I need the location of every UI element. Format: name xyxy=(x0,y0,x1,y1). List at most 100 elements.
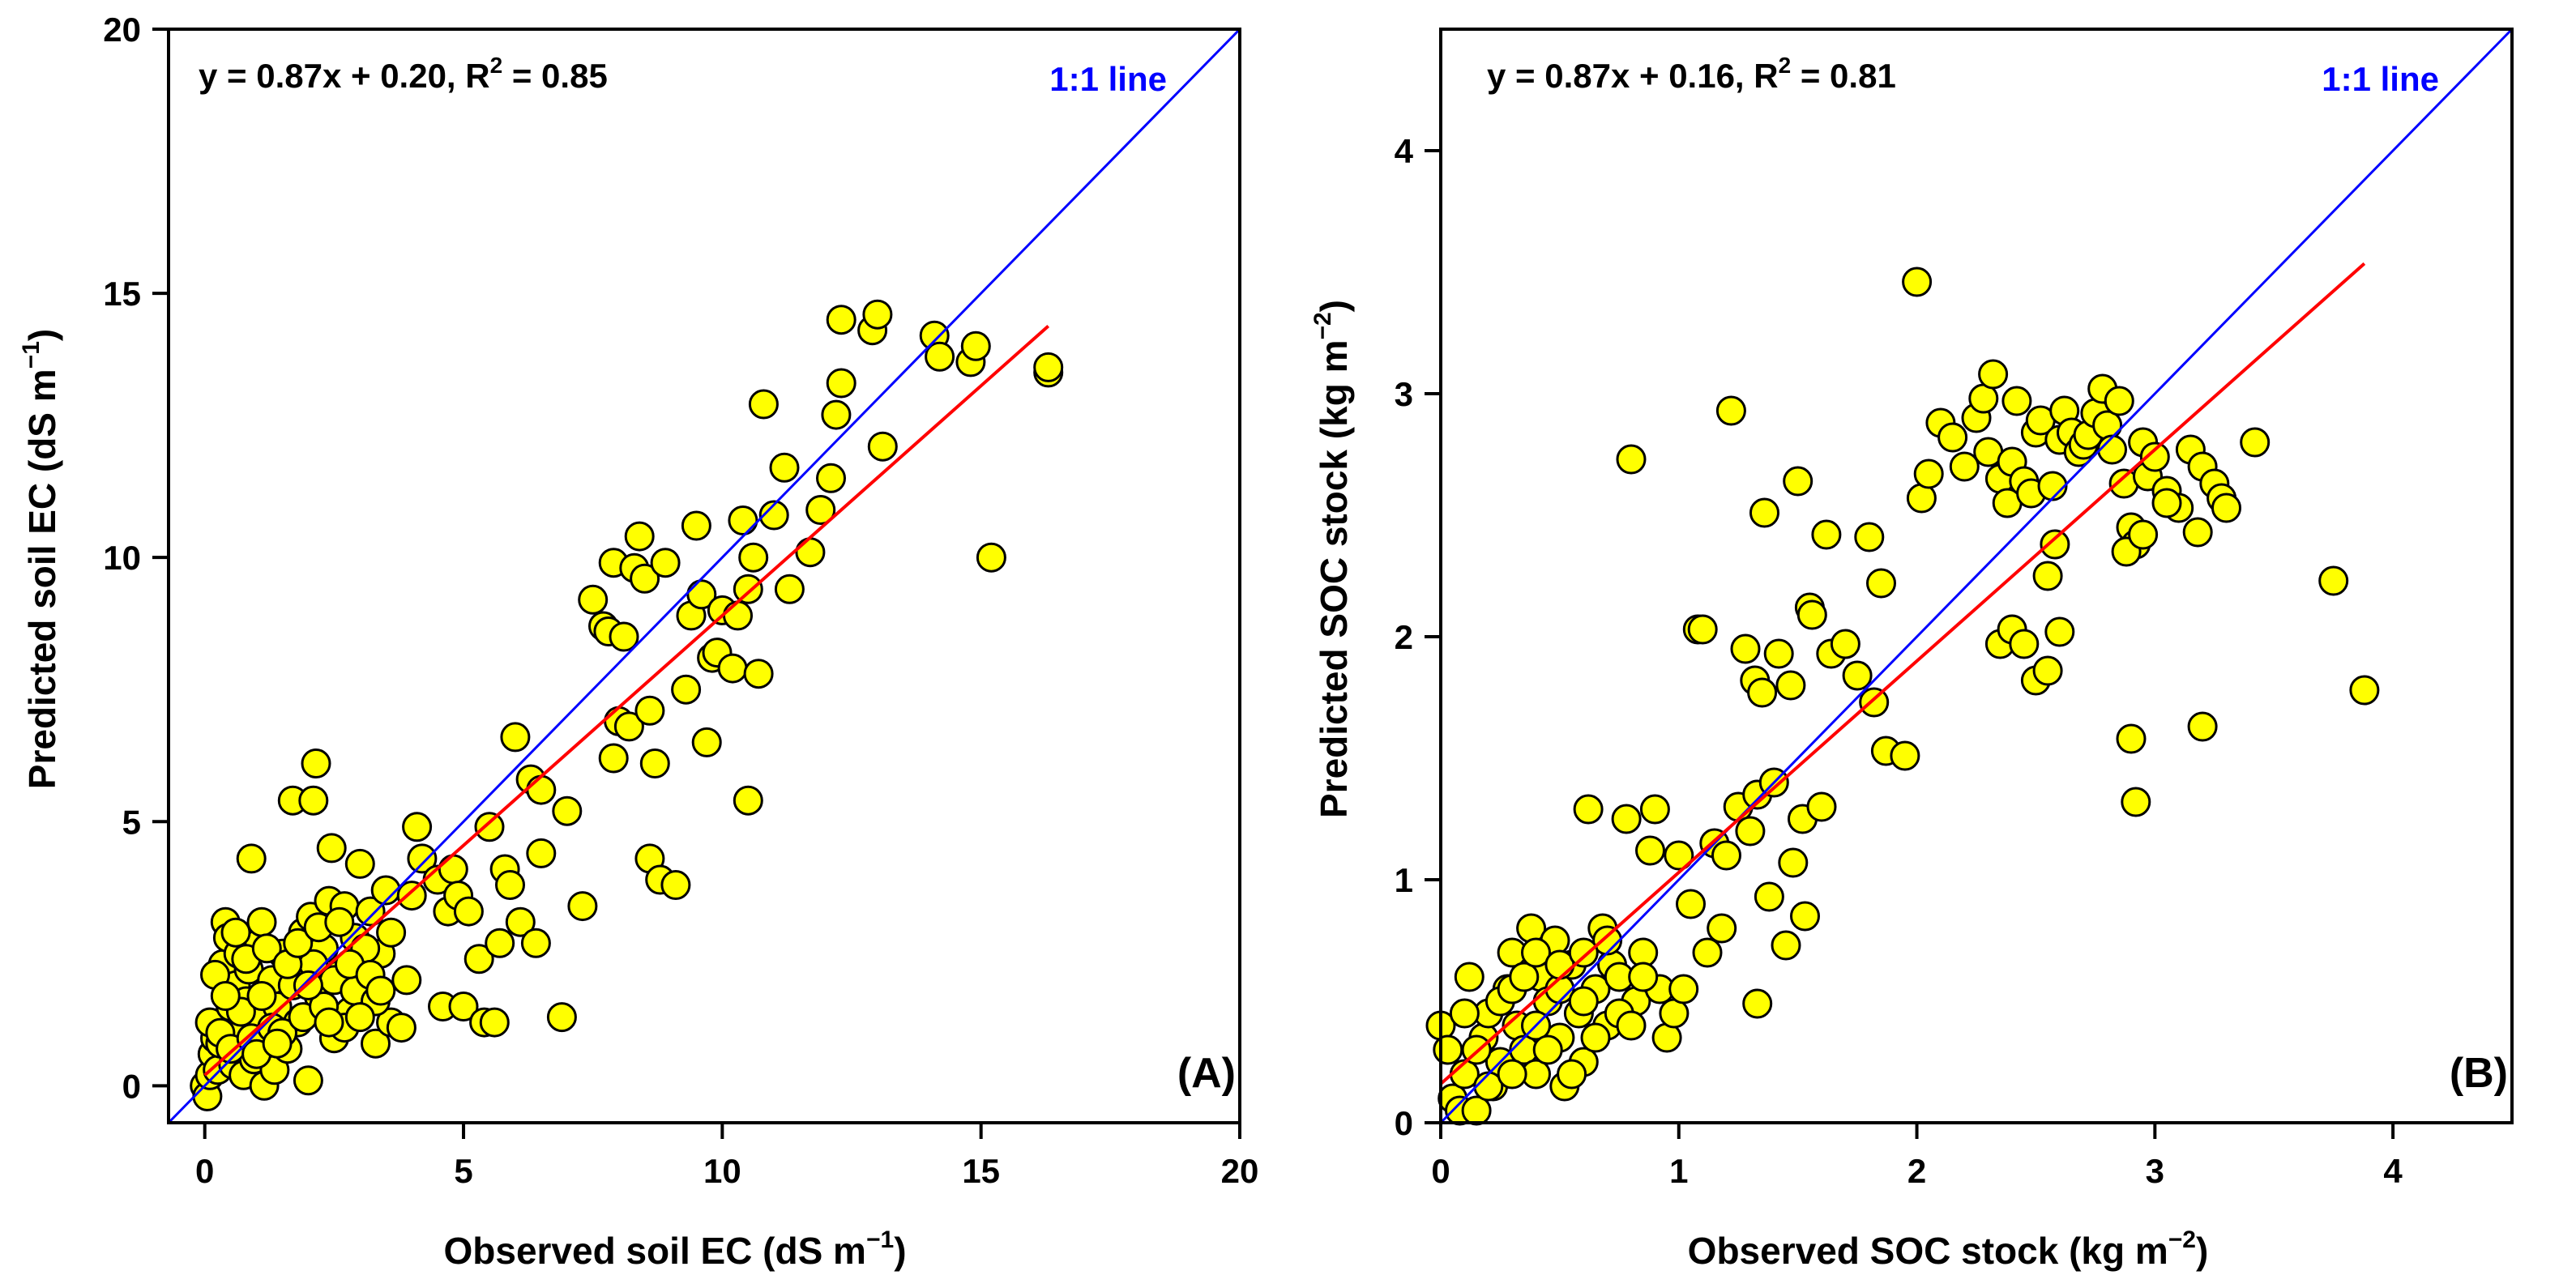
panel-b-point xyxy=(1949,451,1980,482)
panel-a-point xyxy=(738,542,769,573)
panel-a-point xyxy=(826,368,857,399)
panel-b-y-tick-label: 3 xyxy=(1395,375,1413,413)
panel-a-point xyxy=(293,1065,323,1096)
panel-b-point xyxy=(1611,804,1642,834)
panel-a-x-tick-label: 10 xyxy=(703,1152,741,1190)
panel-a-point xyxy=(650,548,681,578)
panel-b-x-tick-label: 4 xyxy=(2383,1152,2403,1190)
panel-b-point xyxy=(2211,493,2241,523)
panel-a-point xyxy=(361,1028,391,1059)
panel-b-x-tick-label: 3 xyxy=(2146,1152,2164,1190)
panel-b-point xyxy=(1811,519,1842,550)
panel-b-point xyxy=(1668,974,1699,1004)
panel-a-point xyxy=(960,331,991,361)
panel-b-point xyxy=(2318,565,2349,596)
panel-b-point xyxy=(1747,677,1778,708)
panel-a-point xyxy=(567,891,598,922)
panel-b-point xyxy=(1676,889,1706,919)
panel-b-point xyxy=(2104,386,2134,416)
panel-a-point xyxy=(717,653,748,684)
panel-a-points xyxy=(190,299,1064,1111)
panel-a-point xyxy=(365,975,396,1006)
panel-b-y-axis-title: Predicted SOC stock (kg m−2) xyxy=(1309,300,1355,818)
panel-b-point xyxy=(1913,458,1944,489)
panel-b-point xyxy=(2097,434,2127,465)
panel-b-point xyxy=(1859,687,1890,718)
panel-a-point xyxy=(324,906,355,937)
panel-a-x-tick-label: 0 xyxy=(195,1152,214,1190)
panel-a-point xyxy=(251,933,282,964)
panel-b-point xyxy=(1616,444,1647,475)
panel-a-point xyxy=(862,299,893,330)
panel-b-point xyxy=(1937,422,1968,453)
panel-a-point xyxy=(236,843,267,874)
panel-a-point xyxy=(552,795,583,826)
panel-b-point xyxy=(1635,835,1665,866)
panel-b-point xyxy=(1557,1059,1587,1090)
panel-a-point xyxy=(376,917,407,948)
panel-a-point xyxy=(246,981,277,1011)
panel-b-plot-frame xyxy=(1439,28,2514,1124)
panel-b-point xyxy=(1790,901,1820,932)
panel-a-point xyxy=(613,711,644,742)
panel-b-point xyxy=(2240,427,2271,458)
panel-b-point xyxy=(2187,711,2218,742)
panel-b-point xyxy=(1775,670,1806,701)
panel-b-point xyxy=(1749,497,1779,528)
panel-a-y-tick-label: 15 xyxy=(103,275,141,313)
panel-b-point xyxy=(1580,1022,1611,1053)
panel-b-point xyxy=(1521,937,1551,968)
panel-b-point xyxy=(1715,395,1746,426)
panel-b-point xyxy=(1532,1034,1563,1065)
panel-a-point xyxy=(344,1002,375,1033)
panel-a-point xyxy=(728,505,758,535)
panel-a-point xyxy=(210,981,241,1011)
panel-b-equation: y = 0.87x + 0.16, R2 = 0.81 xyxy=(1487,53,1896,95)
panel-b-x-tick-label: 2 xyxy=(1907,1152,1926,1190)
panel-a-regression-line xyxy=(203,324,1050,1077)
panel-a-point xyxy=(925,341,955,372)
panel-b-x-axis-title: Observed SOC stock (kg m−2) xyxy=(1688,1226,2209,1272)
panel-b-point xyxy=(1771,930,1801,961)
panel-a-equation: y = 0.87x + 0.20, R2 = 0.85 xyxy=(199,53,608,95)
panel-a-point xyxy=(733,574,763,604)
panel-b-point xyxy=(2182,517,2213,548)
panel-a-point xyxy=(402,812,433,842)
panel-a-point xyxy=(598,743,629,774)
panel-a-point xyxy=(660,870,691,900)
panel-b-point xyxy=(1711,840,1741,871)
panel-b-x-tick-label: 0 xyxy=(1431,1152,1450,1190)
panel-a-x-axis: 0 5 10 15 20 xyxy=(195,1123,1258,1190)
panel-a-point xyxy=(795,537,826,568)
panel-a-point xyxy=(774,574,805,604)
panel-a-point xyxy=(520,928,551,958)
panel-b-y-tick-label: 1 xyxy=(1395,861,1413,899)
panel-a-point xyxy=(805,495,836,525)
panel-a-point xyxy=(671,674,702,705)
panel-a-y-tick-label: 0 xyxy=(122,1067,141,1105)
panel-a-point xyxy=(630,563,660,594)
panel-b-point xyxy=(2349,675,2380,706)
panel-a-x-tick-label: 5 xyxy=(454,1152,472,1190)
panel-a-y-axis-title: Predicted soil EC (dS m−1) xyxy=(18,329,63,789)
panel-a-point xyxy=(1033,352,1064,382)
panel-b-point xyxy=(1568,986,1599,1017)
panel-b-point xyxy=(1692,937,1723,968)
panel-b-point xyxy=(1497,1059,1527,1090)
panel-a-one-to-one-label: 1:1 line xyxy=(1049,60,1167,98)
panel-a-y-tick-label: 5 xyxy=(122,803,141,841)
panel-a-x-tick-label: 20 xyxy=(1221,1152,1259,1190)
panel-a-point xyxy=(453,896,484,927)
panel-a-point xyxy=(826,305,857,335)
panel-a-point xyxy=(474,812,505,842)
panel-a-point xyxy=(733,785,763,816)
panel-b-point xyxy=(1639,794,1670,825)
panel-a-point xyxy=(301,748,331,778)
panel-a-point xyxy=(976,542,1006,573)
panel-a-point xyxy=(526,838,557,868)
panel-a-point xyxy=(246,906,277,937)
panel-b-point xyxy=(2009,629,2040,659)
panel-a-point xyxy=(634,695,665,726)
panel-b-point xyxy=(1454,962,1485,992)
